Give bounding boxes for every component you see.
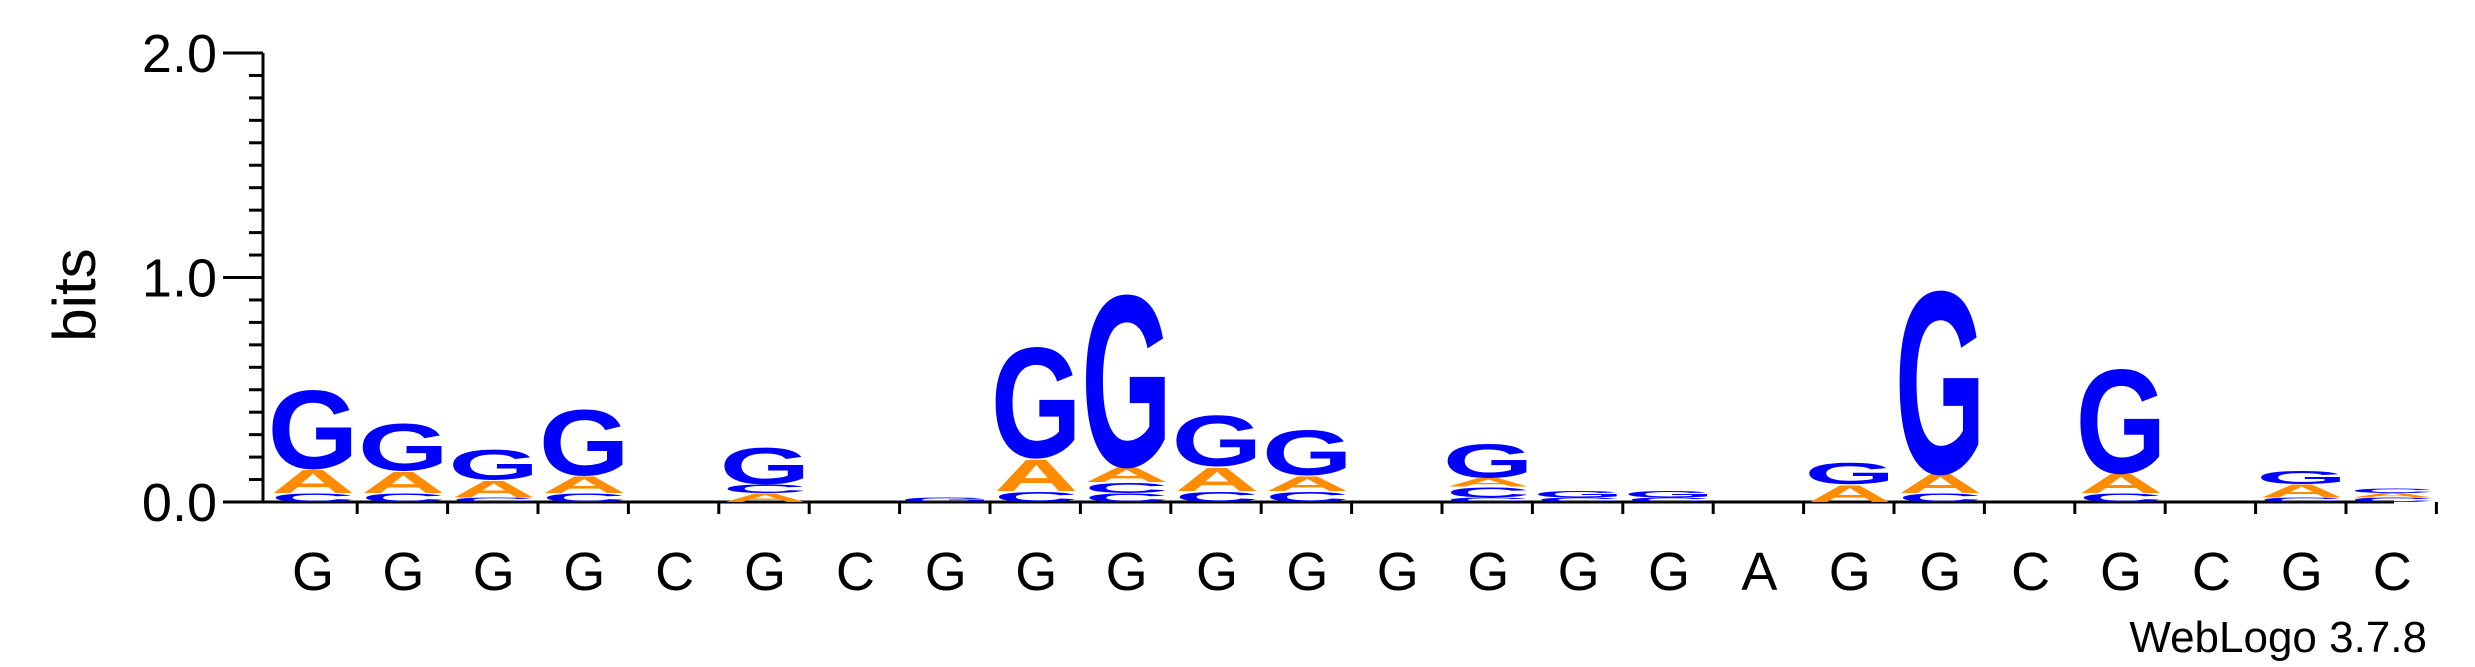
- y-tick-label: 1.0: [142, 249, 217, 309]
- position-label: G: [1377, 542, 1419, 602]
- glyph-c: C: [2350, 496, 2434, 503]
- glyph-c: C: [994, 488, 1078, 505]
- glyph-g: G: [358, 411, 449, 485]
- glyph-c: C: [2350, 488, 2434, 495]
- glyph-g: G: [1081, 244, 1172, 519]
- glyph-a: A: [1265, 472, 1349, 496]
- glyph-g: G: [2256, 467, 2347, 487]
- glyph-g: G: [1533, 489, 1624, 499]
- glyph-a: A: [1898, 468, 1982, 499]
- position-label: G: [1919, 542, 1961, 602]
- glyph-a: A: [1808, 480, 1892, 507]
- glyph-g: G: [1804, 457, 1895, 491]
- glyph-g: G: [900, 496, 991, 503]
- glyph-c: C: [1175, 488, 1259, 505]
- position-label: C: [2192, 542, 2231, 602]
- glyph-c: C: [2079, 491, 2163, 505]
- y-tick-label: 0.0: [142, 473, 217, 533]
- position-label: G: [292, 542, 334, 602]
- glyph-g: G: [1443, 433, 1534, 487]
- axes: 0.0 1.0 2.0: [142, 24, 2438, 533]
- glyph-c: C: [1898, 491, 1982, 505]
- position-label: G: [2281, 542, 2323, 602]
- position-label: G: [1648, 542, 1690, 602]
- glyph-a: A: [1084, 463, 1168, 487]
- glyph-g: G: [539, 391, 630, 496]
- glyph-g: G: [1624, 489, 1715, 499]
- position-label: G: [1106, 542, 1148, 602]
- glyph-c: C: [1446, 496, 1530, 503]
- position-label: G: [2100, 542, 2142, 602]
- glyph-g: G: [1262, 417, 1353, 488]
- glyph-a: A: [361, 466, 445, 500]
- glyph-a: A: [1446, 475, 1530, 489]
- glyph-c: C: [723, 482, 807, 496]
- y-axis-label: bits: [41, 248, 108, 341]
- y-tick-label: 2.0: [142, 24, 217, 84]
- glyph-g: G: [1895, 237, 1986, 529]
- glyph-c: C: [1084, 479, 1168, 496]
- glyph-a: A: [723, 491, 807, 505]
- glyph-c: C: [1536, 496, 1620, 503]
- glyph-g: G: [1172, 400, 1263, 482]
- glyph-a: A: [542, 471, 626, 498]
- glyph-g: G: [268, 367, 359, 493]
- glyph-a: A: [994, 450, 1078, 501]
- position-label: C: [836, 542, 875, 602]
- position-label: G: [1558, 542, 1600, 602]
- position-label: G: [563, 542, 605, 602]
- glyph-g: G: [991, 315, 1082, 491]
- glyph-c: C: [1084, 491, 1168, 505]
- position-label: G: [473, 542, 515, 602]
- position-label: G: [1286, 542, 1328, 602]
- glyph-a: A: [2260, 481, 2344, 501]
- position-label: G: [1196, 542, 1238, 602]
- glyph-c: C: [1627, 496, 1711, 503]
- glyph-a: A: [452, 476, 536, 503]
- glyph-g: G: [2076, 339, 2167, 505]
- glyph-a: A: [2350, 492, 2434, 499]
- glyph-c: C: [1265, 488, 1349, 505]
- position-label: C: [2011, 542, 2050, 602]
- glyph-c: C: [542, 491, 626, 505]
- weblogo-version: WebLogo 3.7.8: [2129, 613, 2427, 662]
- position-label: A: [1741, 542, 1777, 602]
- glyph-c: C: [452, 496, 536, 503]
- position-label: C: [2373, 542, 2412, 602]
- glyph-a: A: [271, 463, 355, 500]
- glyph-a: A: [1175, 461, 1259, 498]
- position-label: G: [1015, 542, 1057, 602]
- position-label: G: [382, 542, 424, 602]
- glyph-c: C: [1446, 484, 1530, 501]
- glyph-c: C: [361, 491, 445, 505]
- glyph-a: A: [2079, 468, 2163, 499]
- glyph-g: G: [720, 438, 811, 496]
- position-label: G: [1829, 542, 1871, 602]
- position-label: G: [925, 542, 967, 602]
- glyph-c: C: [2260, 496, 2344, 503]
- position-label: G: [1467, 542, 1509, 602]
- glyph-g: G: [448, 441, 539, 488]
- glyph-c: C: [271, 491, 355, 505]
- position-label: C: [655, 542, 694, 602]
- position-label: G: [744, 542, 786, 602]
